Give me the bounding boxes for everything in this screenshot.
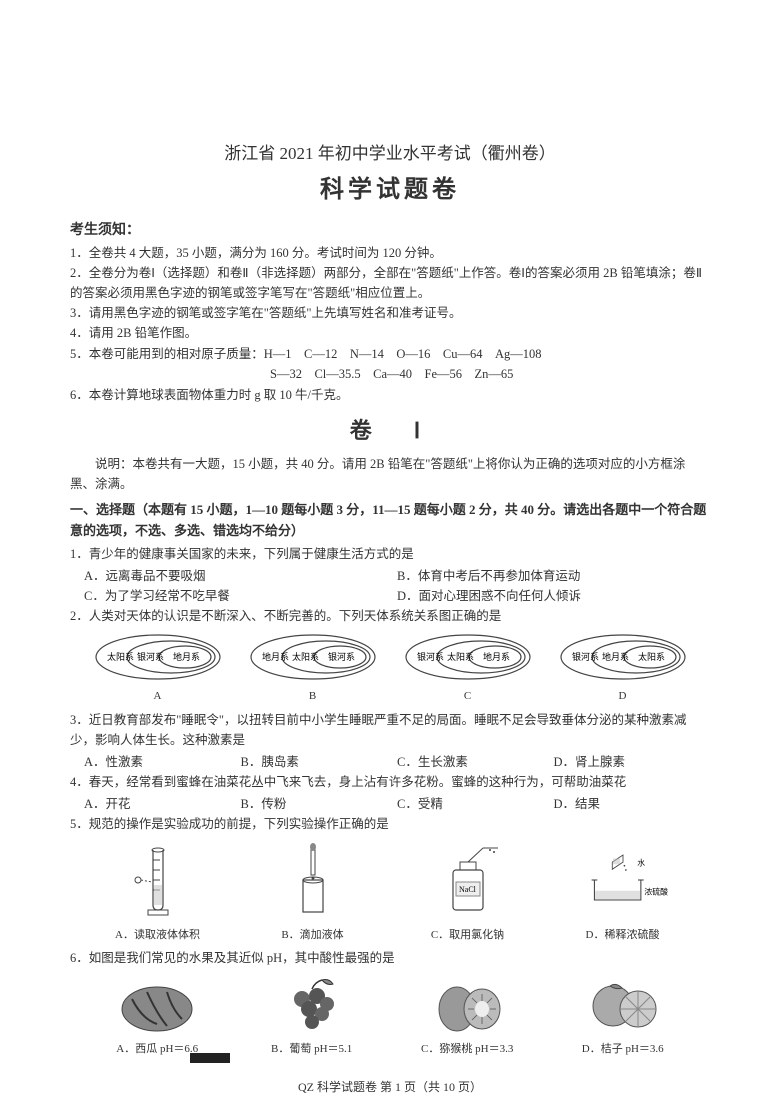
option-a: A．远离毒品不要吸烟	[84, 566, 397, 586]
venn-label: 太阳系	[292, 651, 319, 662]
acid-label: 浓硫酸	[644, 886, 668, 896]
option-a: A．开花	[84, 794, 241, 814]
question-5-diagrams: A．读取液体体积 B．滴加液体 NaCl C．取用氯化钠 水	[70, 836, 710, 948]
notice-heading: 考生须知：	[70, 220, 710, 242]
venn-diagram-a: 太阳系 银河系 地月系 A	[93, 632, 223, 706]
venn-diagram-c: 银河系 太阳系 地月系 C	[403, 632, 533, 706]
notice-list: 1．全卷共 4 大题，35 小题，满分为 160 分。考试时间为 120 分钟。…	[70, 244, 710, 405]
lab-diagram-dilute: 水 浓硫酸 D．稀释浓硫酸	[573, 840, 673, 944]
option-c: C．生长激素	[397, 752, 554, 772]
question-3-options: A．性激素 B．胰岛素 C．生长激素 D．肾上腺素	[70, 752, 710, 772]
volume-instruction: 说明：本卷共有一大题，15 小题，共 40 分。请用 2B 铅笔在"答题纸"上将…	[70, 454, 710, 494]
notice-item: 5．本卷可能用到的相对原子质量：H—1 C—12 N—14 O—16 Cu—64…	[70, 345, 710, 364]
volume-title: 卷 Ⅰ	[70, 413, 710, 448]
diagram-label: C	[403, 688, 533, 706]
option-a: A．性激素	[84, 752, 241, 772]
lab-diagram-cylinder: A．读取液体体积	[108, 840, 208, 944]
nacl-label: NaCl	[459, 885, 477, 894]
notice-item: 2．全卷分为卷Ⅰ（选择题）和卷Ⅱ（非选择题）两部分，全部在"答题纸"上作答。卷Ⅰ…	[70, 264, 710, 303]
option-b: B．传粉	[241, 794, 398, 814]
venn-label: 银河系	[137, 651, 164, 662]
venn-label: 地月系	[173, 651, 200, 662]
diagram-label: A．读取液体体积	[108, 927, 208, 945]
question-4: 4．春天，经常看到蜜蜂在油菜花丛中飞来飞去，身上沾有许多花粉。蜜蜂的这种行为，可…	[70, 772, 710, 792]
option-b: B．体育中考后不再参加体育运动	[397, 566, 710, 586]
question-6: 6．如图是我们常见的水果及其近似 pH，其中酸性最强的是	[70, 948, 710, 968]
venn-label: 地月系	[483, 651, 510, 662]
scan-mark-icon	[190, 1053, 230, 1063]
exam-subject-title: 科学试题卷	[70, 171, 710, 209]
fruit-kiwi: C．猕猴桃 pH＝3.3	[421, 974, 513, 1058]
question-2-diagrams: 太阳系 银河系 地月系 A 地月系 太阳系 银河系 B 银河系 太阳系 地月系 …	[70, 628, 710, 710]
diagram-label: B．葡萄 pH＝5.1	[267, 1041, 357, 1059]
option-d: D．结果	[554, 794, 711, 814]
diagram-label: A	[93, 688, 223, 706]
venn-label: 地月系	[262, 651, 289, 662]
diagram-label: B	[248, 688, 378, 706]
option-d: D．面对心理困惑不向任何人倾诉	[397, 586, 710, 606]
venn-label: 银河系	[328, 651, 355, 662]
notice-item: 1．全卷共 4 大题，35 小题，满分为 160 分。考试时间为 120 分钟。	[70, 244, 710, 263]
question-1: 1．青少年的健康事关国家的未来，下列属于健康生活方式的是	[70, 544, 710, 564]
venn-diagram-b: 地月系 太阳系 银河系 B	[248, 632, 378, 706]
venn-diagram-d: 银河系 地月系 太阳系 D	[558, 632, 688, 706]
option-d: D．肾上腺素	[554, 752, 711, 772]
fruit-watermelon: A．西瓜 pH＝6.6	[112, 974, 202, 1058]
water-label: 水	[637, 858, 645, 868]
fruit-orange: D．桔子 pH＝3.6	[578, 974, 668, 1058]
question-3: 3．近日教育部发布"睡眠令"，以扭转目前中小学生睡眠严重不足的局面。睡眠不足会导…	[70, 710, 710, 750]
page-footer: QZ 科学试题卷 第 1 页（共 10 页）	[70, 1078, 710, 1097]
diagram-label: D	[558, 688, 688, 706]
diagram-label: C．猕猴桃 pH＝3.3	[421, 1041, 513, 1059]
notice-item: 4．请用 2B 铅笔作图。	[70, 324, 710, 343]
lab-diagram-dropper: B．滴加液体	[263, 840, 363, 944]
venn-label: 太阳系	[107, 651, 134, 662]
atomic-mass-line: S—32 Cl—35.5 Ca—40 Fe—56 Zn—65	[70, 365, 710, 384]
venn-label: 太阳系	[638, 651, 665, 662]
diagram-label: D．桔子 pH＝3.6	[578, 1041, 668, 1059]
option-c: C．受精	[397, 794, 554, 814]
diagram-label: D．稀释浓硫酸	[573, 927, 673, 945]
venn-label: 银河系	[417, 651, 444, 662]
question-2: 2．人类对天体的认识是不断深入、不断完善的。下列天体系统关系图正确的是	[70, 606, 710, 626]
diagram-label: C．取用氯化钠	[418, 927, 518, 945]
option-c: C．为了学习经常不吃早餐	[84, 586, 397, 606]
section-1-header: 一、选择题（本题有 15 小题，1—10 题每小题 3 分，11—15 题每小题…	[70, 500, 710, 542]
venn-label: 地月系	[602, 651, 629, 662]
option-b: B．胰岛素	[241, 752, 398, 772]
question-5: 5．规范的操作是实验成功的前提，下列实验操作正确的是	[70, 814, 710, 834]
lab-diagram-nacl: NaCl C．取用氯化钠	[418, 840, 518, 944]
diagram-label: B．滴加液体	[263, 927, 363, 945]
notice-item: 6．本卷计算地球表面物体重力时 g 取 10 牛/千克。	[70, 386, 710, 405]
exam-province-title: 浙江省 2021 年初中学业水平考试（衢州卷）	[70, 140, 710, 167]
venn-label: 银河系	[572, 651, 599, 662]
diagram-label: A．西瓜 pH＝6.6	[112, 1041, 202, 1059]
notice-item: 3．请用黑色字迹的钢笔或签字笔在"答题纸"上先填写姓名和准考证号。	[70, 304, 710, 323]
venn-label: 太阳系	[447, 651, 474, 662]
question-1-options: A．远离毒品不要吸烟 B．体育中考后不再参加体育运动 C．为了学习经常不吃早餐 …	[70, 566, 710, 606]
question-6-diagrams: A．西瓜 pH＝6.6 B．葡萄 pH＝5.1 C．猕猴桃 pH＝3.3	[70, 970, 710, 1062]
fruit-grape: B．葡萄 pH＝5.1	[267, 974, 357, 1058]
question-4-options: A．开花 B．传粉 C．受精 D．结果	[70, 794, 710, 814]
